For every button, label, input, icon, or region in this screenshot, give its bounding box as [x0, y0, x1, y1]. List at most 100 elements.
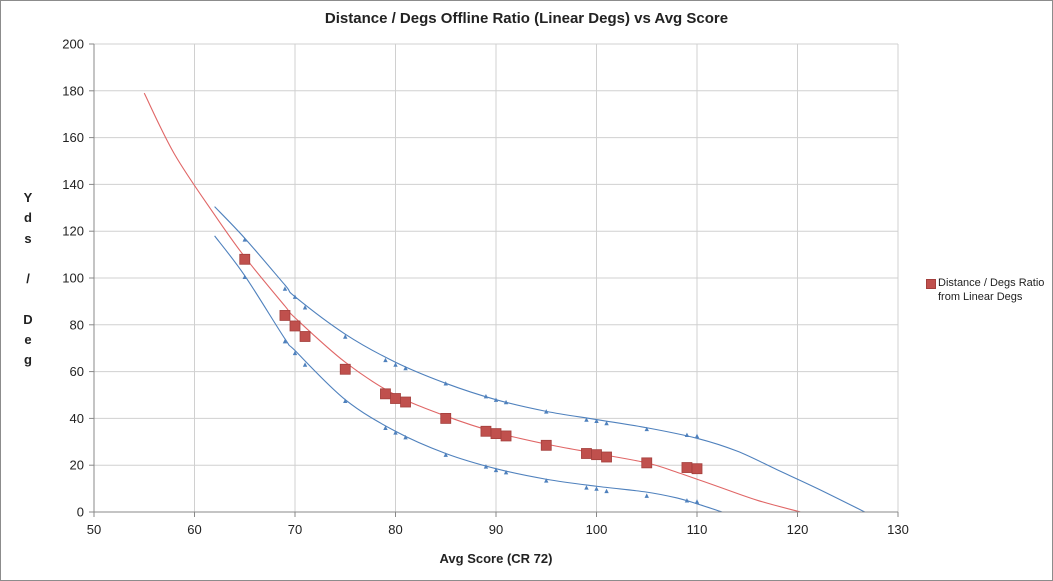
- main-series-point: [581, 448, 592, 459]
- y-tick-label: 20: [70, 458, 84, 473]
- upper-band-point: [544, 409, 549, 414]
- y-axis-label-char: Y: [23, 190, 33, 205]
- legend: Distance / Degs Ratio from Linear Degs: [926, 276, 1046, 304]
- upper-band-point: [493, 397, 499, 402]
- lower-band-point: [544, 478, 549, 483]
- lower-trend-line: [214, 235, 723, 513]
- upper-band-point: [403, 365, 408, 371]
- legend-entry-label: Distance / Degs Ratio from Linear Degs: [938, 277, 1045, 303]
- main-series-point: [500, 430, 512, 442]
- main-series-point: [480, 425, 492, 437]
- x-tick-label: 90: [489, 522, 503, 537]
- y-tick-label: 80: [70, 317, 84, 332]
- trendlines: [143, 92, 866, 513]
- upper-band-point: [242, 237, 247, 242]
- axes: [89, 43, 899, 517]
- lower-band-point: [644, 493, 649, 498]
- lower-band-point: [403, 434, 408, 440]
- upper-band-point: [483, 393, 489, 399]
- upper-band-point: [343, 334, 348, 339]
- y-axis-label-char: [18, 249, 38, 269]
- main-series-point: [390, 393, 401, 404]
- lower-band-point: [302, 362, 308, 367]
- lower-band-point: [292, 350, 298, 356]
- lower-band-point: [594, 486, 599, 491]
- lower-band-point: [694, 499, 700, 504]
- lower-band-point: [493, 467, 499, 473]
- main-series-point: [400, 396, 411, 408]
- y-axis-label-char: /: [26, 271, 30, 287]
- upper-band-point: [393, 362, 398, 367]
- main-series-point: [540, 439, 552, 451]
- x-tick-label: 50: [87, 522, 101, 537]
- lower-band-point: [383, 425, 388, 430]
- gridlines: [93, 43, 899, 513]
- x-tick-label: 130: [887, 522, 909, 537]
- upper-band-point: [694, 433, 700, 439]
- lower-band-point: [684, 498, 690, 503]
- upper-band-point: [292, 294, 298, 299]
- main-series-point: [591, 449, 602, 461]
- main-series-point: [440, 412, 452, 424]
- y-axis-label-char: g: [24, 352, 32, 368]
- lower-band-point: [483, 464, 489, 469]
- x-axis-label: Avg Score (CR 72): [439, 551, 553, 566]
- y-tick-label: 140: [62, 177, 84, 192]
- upper-band-point: [443, 381, 448, 386]
- y-tick-label: 40: [70, 411, 84, 426]
- upper-band-point: [383, 357, 388, 363]
- main-series-point: [691, 463, 703, 475]
- main-series-point: [239, 253, 251, 265]
- chart-title: Distance / Degs Offline Ratio (Linear De…: [324, 10, 729, 27]
- lower-band-point: [242, 274, 247, 280]
- tick-labels: 50 60 70 80 90 100 110 120 130 0 20 40 60 80 100 120 140…: [62, 37, 909, 538]
- main-series-point: [490, 428, 502, 440]
- x-tick-label: 70: [288, 522, 302, 537]
- main-series-point: [681, 462, 693, 473]
- lower-band-point: [503, 470, 509, 475]
- y-tick-label: 60: [70, 364, 84, 379]
- lower-band-point: [393, 430, 398, 435]
- y-axis-label-char: e: [24, 332, 32, 348]
- y-axis-label-char: s: [24, 230, 32, 246]
- upper-band-point: [282, 286, 288, 291]
- x-tick-label: 100: [586, 522, 608, 537]
- y-axis-label-char: D: [23, 311, 33, 327]
- y-tick-label: 120: [62, 224, 84, 239]
- x-tick-label: 110: [687, 522, 708, 537]
- main-series-point: [641, 457, 653, 469]
- y-tick-label: 200: [62, 37, 84, 52]
- lower-band-point: [443, 452, 448, 457]
- upper-band-point: [604, 420, 609, 426]
- main-series-point: [380, 388, 391, 400]
- upper-band-point: [644, 426, 649, 432]
- upper-band-point: [684, 432, 690, 437]
- legend-marker-square: [926, 279, 936, 289]
- main-series-point: [279, 310, 291, 321]
- y-tick-label: 180: [62, 83, 84, 98]
- lower-band-point: [282, 338, 288, 344]
- upper-trend-line: [214, 206, 866, 513]
- x-tick-label: 120: [787, 522, 809, 537]
- x-tick-label: 60: [187, 522, 201, 537]
- lower-band-point: [584, 485, 589, 490]
- y-tick-label: 160: [62, 130, 84, 145]
- upper-band-point: [584, 417, 589, 422]
- main-trend-line: [143, 92, 801, 513]
- lower-band-point: [604, 488, 609, 494]
- x-tick-label: 80: [388, 522, 402, 537]
- y-axis-label-char: d: [24, 210, 32, 226]
- upper-band-point: [503, 399, 509, 405]
- upper-band-point: [302, 305, 308, 310]
- y-tick-label: 100: [62, 271, 84, 286]
- data-points: [239, 237, 703, 504]
- lower-band-point: [343, 398, 348, 404]
- main-series-point: [601, 451, 612, 463]
- upper-band-point: [594, 418, 599, 423]
- main-series-point: [289, 320, 301, 332]
- y-axis-label-char: [18, 289, 38, 309]
- main-series-point: [299, 331, 311, 342]
